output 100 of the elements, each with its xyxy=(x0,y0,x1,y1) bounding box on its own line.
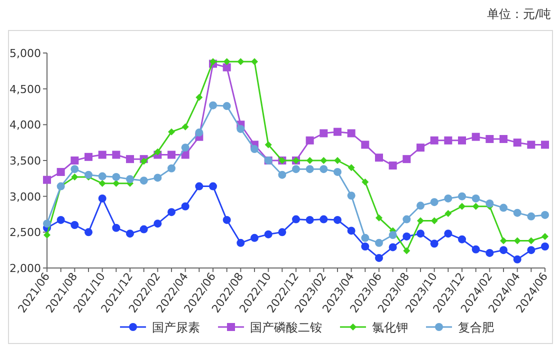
point xyxy=(250,234,258,242)
point xyxy=(320,165,328,174)
point xyxy=(98,150,106,159)
point xyxy=(278,170,286,179)
point xyxy=(98,194,106,202)
point xyxy=(196,94,203,101)
point xyxy=(195,128,204,137)
point xyxy=(458,136,466,144)
point xyxy=(44,232,50,239)
point xyxy=(375,254,383,262)
point xyxy=(251,58,258,66)
point xyxy=(306,216,314,224)
point xyxy=(98,172,106,180)
point xyxy=(486,248,494,257)
point xyxy=(472,245,480,254)
legend-label: 国产尿素 xyxy=(152,320,200,334)
point xyxy=(347,129,356,138)
point xyxy=(168,208,176,216)
point xyxy=(84,170,92,179)
point xyxy=(527,246,536,254)
point xyxy=(417,217,424,224)
point xyxy=(320,129,328,138)
point xyxy=(500,237,507,244)
point xyxy=(84,228,92,236)
point xyxy=(126,230,134,238)
point xyxy=(500,204,508,212)
point xyxy=(306,136,314,144)
point xyxy=(388,231,397,240)
point xyxy=(458,202,466,210)
point xyxy=(126,155,134,164)
point xyxy=(472,194,480,202)
point xyxy=(250,145,258,154)
point xyxy=(402,232,411,240)
point xyxy=(112,180,120,187)
point xyxy=(444,230,452,238)
point xyxy=(514,237,521,244)
point xyxy=(416,230,424,238)
point xyxy=(320,215,328,224)
y-tick-label: 2,000 xyxy=(10,262,41,275)
point xyxy=(84,152,92,161)
y-tick-label: 5,000 xyxy=(10,47,41,60)
point xyxy=(292,165,300,174)
point xyxy=(264,230,272,238)
point xyxy=(182,123,189,130)
point xyxy=(154,220,162,228)
point xyxy=(70,221,79,229)
legend-label: 国产磷酸二铵 xyxy=(250,320,322,334)
point xyxy=(430,136,438,144)
point xyxy=(168,128,175,136)
point xyxy=(334,168,342,176)
point xyxy=(375,154,383,162)
point xyxy=(388,162,397,170)
point xyxy=(334,157,341,164)
point xyxy=(361,234,370,242)
point xyxy=(513,138,522,147)
point xyxy=(306,165,314,174)
point xyxy=(444,136,452,144)
point xyxy=(126,175,134,184)
point xyxy=(541,242,549,250)
point xyxy=(264,141,272,148)
point xyxy=(181,150,190,159)
point xyxy=(209,182,217,190)
point xyxy=(444,194,452,202)
point xyxy=(70,165,79,174)
text: 单位：元/吨 xyxy=(486,7,551,21)
point xyxy=(43,176,51,184)
point xyxy=(292,215,300,224)
point xyxy=(500,135,508,143)
point xyxy=(403,247,410,254)
point xyxy=(112,172,120,181)
legend-label: 氯化钾 xyxy=(372,320,408,334)
point xyxy=(472,132,480,141)
y-tick-label: 4,000 xyxy=(10,118,41,132)
point xyxy=(361,140,370,149)
point xyxy=(210,58,216,66)
point xyxy=(334,128,342,136)
point xyxy=(181,144,190,152)
point xyxy=(236,124,245,133)
point xyxy=(56,216,65,224)
point xyxy=(362,178,369,186)
point xyxy=(430,217,438,224)
point xyxy=(528,237,535,244)
point xyxy=(112,150,120,159)
point xyxy=(222,63,231,72)
point xyxy=(140,176,148,185)
point xyxy=(527,212,536,220)
point xyxy=(458,235,466,244)
point xyxy=(71,173,78,180)
point xyxy=(43,220,51,228)
point xyxy=(140,225,148,234)
point xyxy=(222,216,231,224)
point xyxy=(376,214,382,222)
point xyxy=(416,202,424,210)
point xyxy=(542,232,548,240)
y-tick-label: 3,500 xyxy=(10,154,41,168)
point xyxy=(237,58,244,66)
point xyxy=(486,135,494,143)
point xyxy=(98,180,106,187)
point xyxy=(541,140,549,149)
point xyxy=(223,58,230,66)
